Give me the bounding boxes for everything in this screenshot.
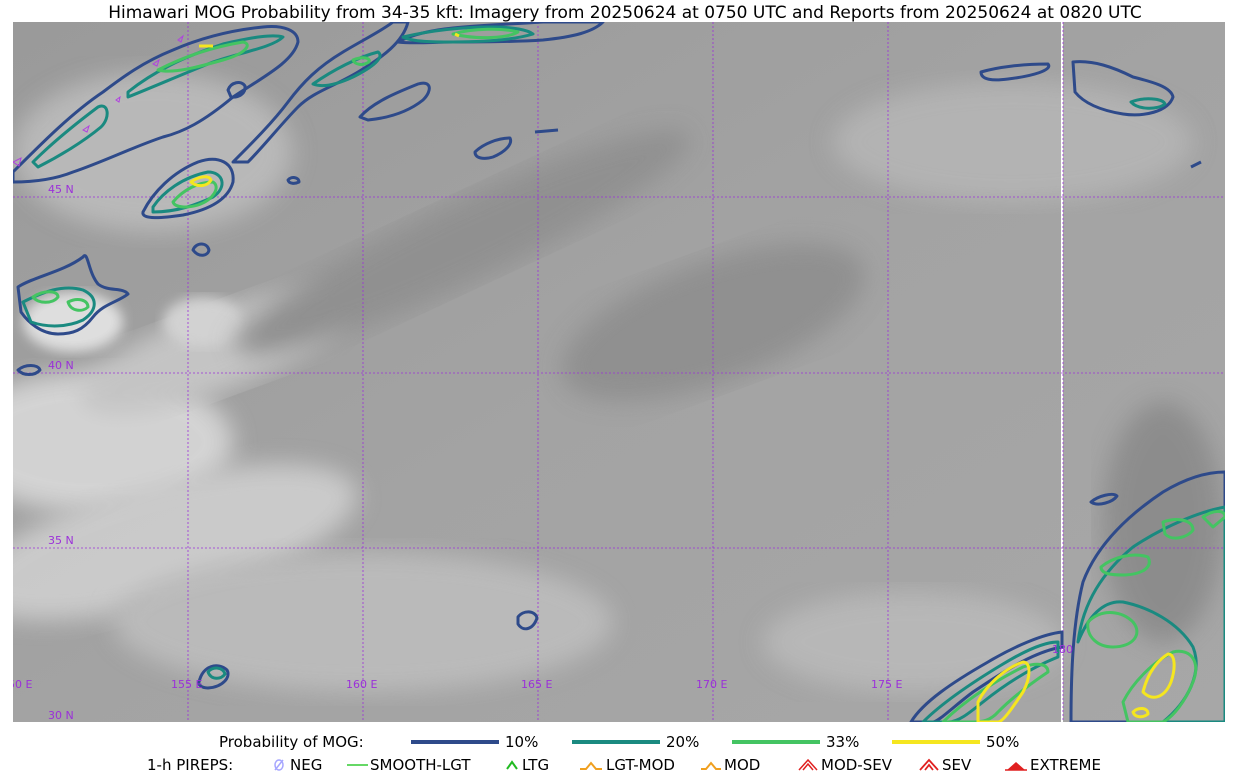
lon-label-165: 165 E — [521, 678, 552, 691]
lat-label-40: 40 N — [48, 359, 74, 372]
probability-legend: Probability of MOG: 10% 20% 33% 50% — [0, 731, 1250, 753]
mod-sev-icon — [798, 758, 818, 771]
lat-label-35: 35 N — [48, 534, 74, 547]
legend-label-20pct: 20% — [666, 733, 700, 751]
legend-item-mod: MOD — [700, 754, 760, 776]
legend-label-50pct: 50% — [986, 733, 1020, 751]
contour-50pct — [189, 32, 1176, 722]
neg-pirep-markers — [13, 34, 185, 167]
legend-label-extreme: EXTREME — [1030, 756, 1101, 774]
legend-item-50pct: 50% — [892, 731, 1019, 753]
lgt-mod-icon — [580, 761, 602, 770]
neg-icon — [274, 759, 284, 771]
lon-label-160: 160 E — [346, 678, 377, 691]
legend-label-smooth-lgt: SMOOTH-LGT — [370, 756, 471, 774]
map-canvas: 45 N 40 N 35 N 30 N 150 E 155 E 160 E 16… — [13, 22, 1225, 722]
legend-item-extreme: EXTREME — [1004, 754, 1101, 776]
legend-label-sev: SEV — [942, 756, 972, 774]
lon-label-150: 150 E — [13, 678, 32, 691]
legend-label-10pct: 10% — [505, 733, 539, 751]
mod-icon — [701, 761, 721, 770]
legend-item-ltg: LTG — [498, 754, 549, 776]
lon-label-170: 170 E — [696, 678, 727, 691]
legend-label-neg: NEG — [290, 756, 323, 774]
ltg-icon — [506, 760, 518, 770]
legend-item-mod-sev: MOD-SEV — [797, 754, 892, 776]
legend-item-20pct: 20% — [572, 731, 699, 753]
legend-item-lgt-mod: LGT-MOD — [578, 754, 675, 776]
satellite-map: 45 N 40 N 35 N 30 N 150 E 155 E 160 E 16… — [13, 22, 1225, 722]
lat-label-45: 45 N — [48, 183, 74, 196]
contour-10pct — [13, 22, 1225, 722]
lon-label-155: 155 E — [171, 678, 202, 691]
legend-swatch-50pct — [892, 740, 980, 744]
legend-label-mod: MOD — [724, 756, 761, 774]
pirep-legend: 1-h PIREPS: NEG SMOOTH-LGT LTG LGT-MOD M… — [0, 754, 1250, 776]
legend-item-sev: SEV — [918, 754, 971, 776]
legend-item-neg: NEG — [266, 754, 322, 776]
legend-label-ltg: LTG — [522, 756, 550, 774]
pirep-legend-label: 1-h PIREPS: — [147, 756, 234, 774]
smooth-lgt-icon — [347, 764, 368, 766]
legend-item-10pct: 10% — [411, 731, 538, 753]
probability-legend-label: Probability of MOG: — [219, 733, 364, 751]
legend-item-smooth-lgt: SMOOTH-LGT — [346, 754, 471, 776]
lon-label-175: 175 E — [871, 678, 902, 691]
legend-label-mod-sev: MOD-SEV — [821, 756, 892, 774]
extreme-icon — [1005, 762, 1027, 771]
chart-title: Himawari MOG Probability from 34-35 kft:… — [108, 3, 1142, 23]
lon-label-180: 180 — [1052, 643, 1073, 656]
sev-icon — [919, 758, 939, 771]
legend-item-33pct: 33% — [732, 731, 859, 753]
legend-swatch-20pct — [572, 740, 660, 744]
legend-swatch-33pct — [732, 740, 820, 744]
legend-swatch-10pct — [411, 740, 499, 744]
legend-label-33pct: 33% — [826, 733, 860, 751]
lat-label-30: 30 N — [48, 709, 74, 722]
legend-label-lgt-mod: LGT-MOD — [606, 756, 675, 774]
